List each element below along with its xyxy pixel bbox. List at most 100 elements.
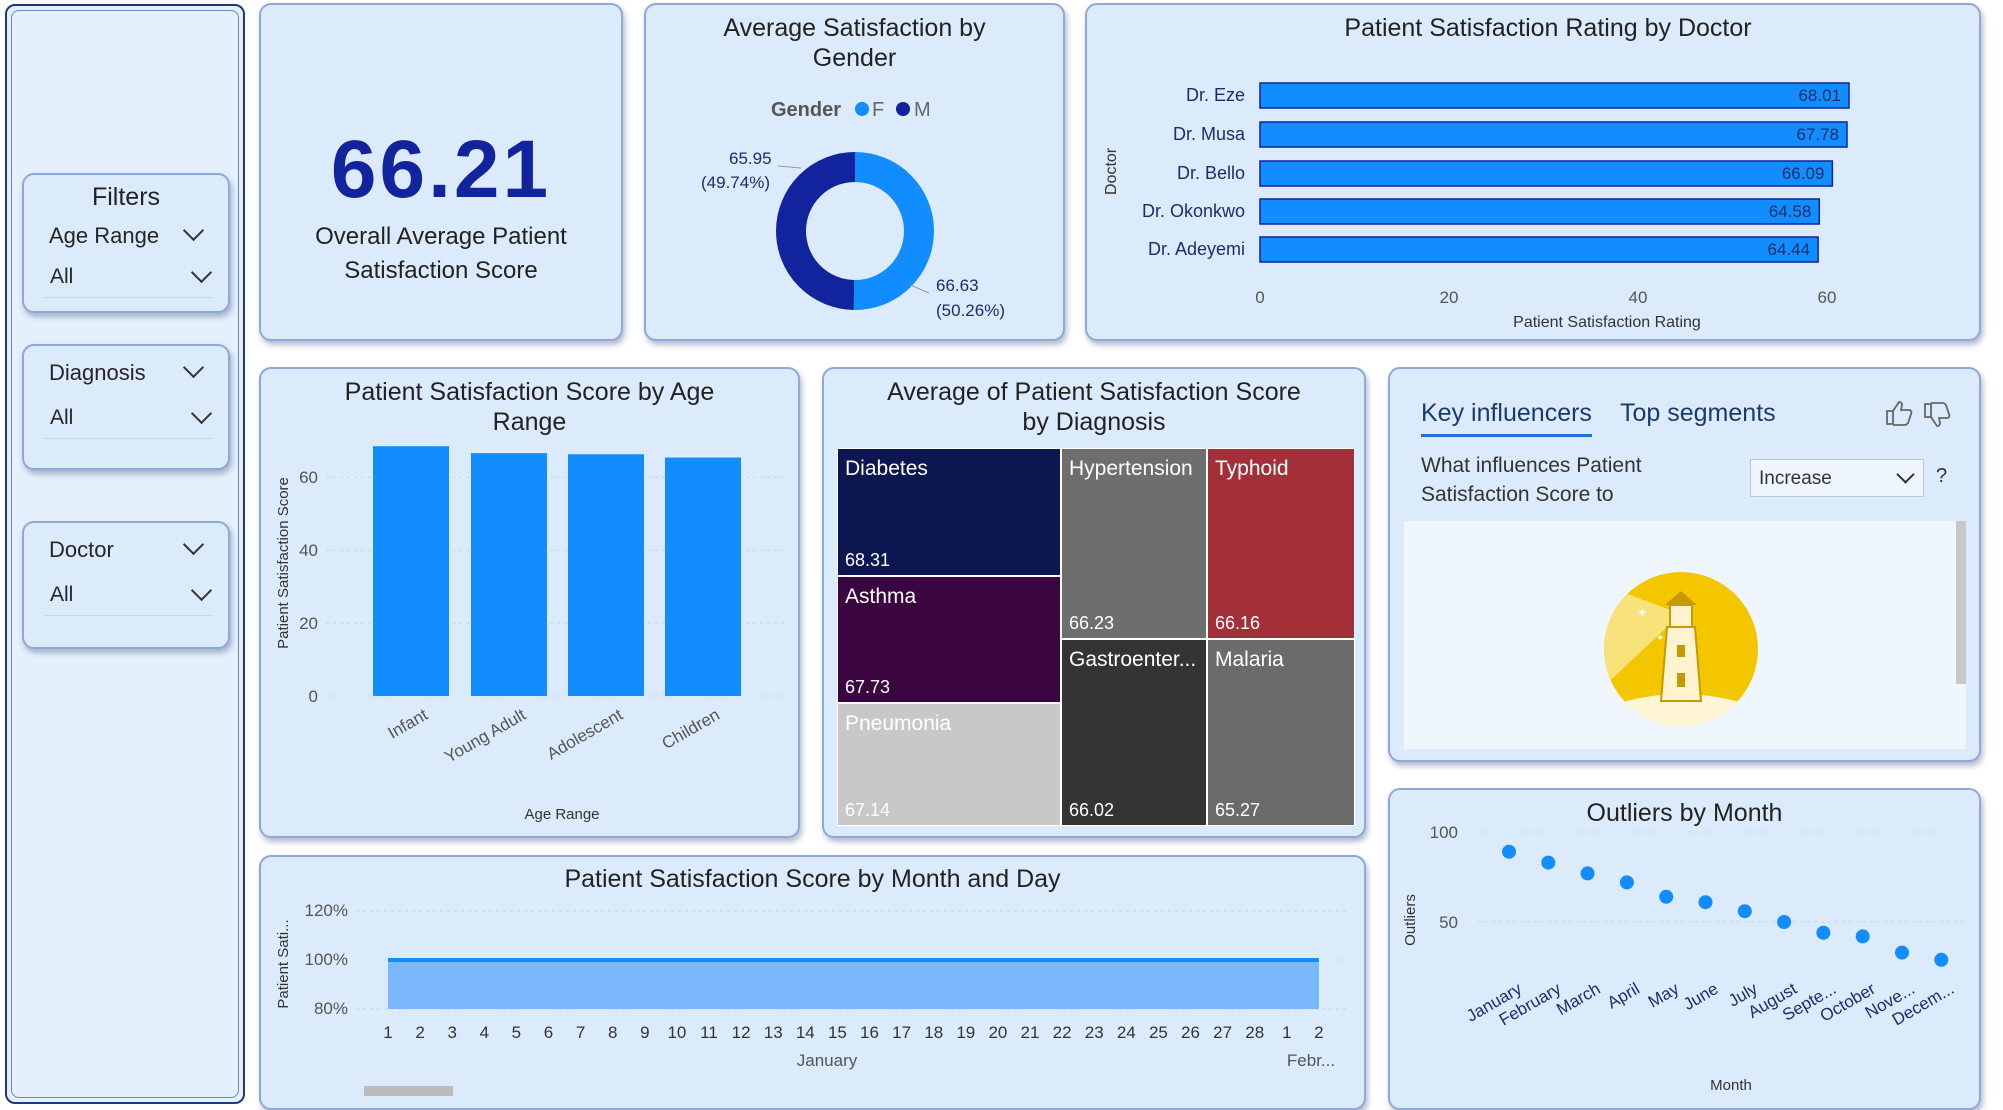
doctor-axis-title: Doctor [1103,147,1120,195]
treemap-cell-asthma[interactable]: Asthma 67.73 [837,576,1061,703]
area-day-label: 12 [732,1023,751,1042]
outliers-month-label: April [1604,979,1643,1012]
chevron-down-icon [190,261,213,284]
influencer-question-1: What influences Patient [1421,454,1642,477]
legend-m-dot [896,102,910,116]
outliers-xaxis-title: Month [1710,1077,1752,1094]
treemap-cell-typhoid[interactable]: Typhoid 66.16 [1207,448,1355,639]
treemap-cell-name: Gastroenter... [1069,648,1197,671]
area-day-label: 13 [764,1023,783,1042]
gender-donut-card: Average Satisfaction by Gender Gender F … [644,3,1065,341]
legend-m-label[interactable]: M [914,99,931,121]
donut-slice-f[interactable] [853,152,934,310]
outlier-point[interactable] [1659,889,1674,904]
thumbs-up-icon[interactable] [1884,399,1914,427]
treemap-cell-value: 66.02 [1069,800,1115,820]
area-day-label: 2 [1314,1023,1323,1042]
month-day-yaxis-title: Patient Sati... [275,919,292,1008]
doctor-bar[interactable] [1259,198,1821,225]
doctor-bar[interactable] [1259,121,1848,148]
age-bar[interactable] [568,454,644,696]
diagnosis-value: All [50,406,74,429]
chevron-down-icon [1896,465,1915,484]
leader-line-f [909,284,930,294]
treemap: Diabetes 68.31 Asthma 67.73 Pneumonia 67… [837,448,1355,826]
diagnosis-chart-title-1: Average of Patient Satisfaction Score [887,378,1301,406]
treemap-cell-diabetes[interactable]: Diabetes 68.31 [837,448,1061,576]
doctor-value-label: 64.58 [1769,202,1812,221]
treemap-cell-pneumonia[interactable]: Pneumonia 67.14 [837,703,1061,826]
treemap-cell-gastroenteritis[interactable]: Gastroenter... 66.02 [1061,639,1207,826]
age-ytick-label: 40 [299,541,318,560]
svg-text:✦: ✦ [1637,605,1648,620]
doctor-bar[interactable] [1259,160,1834,187]
area-ytick-120: 120% [305,901,348,920]
chevron-down-icon[interactable] [182,219,205,242]
treemap-cell-hypertension[interactable]: Hypertension 66.23 [1061,448,1207,639]
outlier-point[interactable] [1855,929,1870,944]
area-day-label: 28 [1245,1023,1264,1042]
outlier-point[interactable] [1737,904,1752,919]
outlier-point[interactable] [1541,855,1556,870]
area-month-january: January [797,1051,858,1070]
age-chart-title-1: Patient Satisfaction Score by Age [344,378,715,406]
donut-slice-m[interactable] [776,152,856,310]
age-range-chart-card: Patient Satisfaction Score by Age Range … [259,367,800,838]
influencer-body: ✦ ✦ [1404,521,1966,749]
age-category-label: Children [659,705,723,753]
outlier-point[interactable] [1502,844,1516,859]
age-range-dropdown[interactable]: All [44,257,214,298]
outlier-point[interactable] [1895,945,1909,960]
age-category-label: Infant [385,705,432,743]
outlier-point[interactable] [1934,952,1949,967]
age-yaxis-title: Patient Satisfaction Score [275,477,292,649]
outlier-point[interactable] [1619,875,1634,890]
increase-dropdown[interactable]: Increase [1750,459,1924,497]
age-bar[interactable] [373,446,449,696]
doctor-tick-40: 40 [1629,288,1648,307]
f-pct-label: (50.26%) [936,301,1005,320]
doctor-value-label: 64.44 [1768,240,1811,259]
chevron-down-icon[interactable] [182,356,205,379]
age-chart-title-2: Range [492,408,567,436]
tab-key-influencers[interactable]: Key influencers [1421,399,1592,437]
tab-top-segments[interactable]: Top segments [1620,399,1776,427]
treemap-cell-malaria[interactable]: Malaria 65.27 [1207,639,1355,826]
area-day-label: 16 [860,1023,879,1042]
area-day-label: 6 [544,1023,553,1042]
age-bar[interactable] [665,457,741,696]
outliers-ytick-label: 50 [1439,913,1458,932]
doctor-value-label: 67.78 [1796,125,1839,144]
age-bar[interactable] [471,453,547,696]
diagnosis-dropdown[interactable]: All [44,398,214,439]
month-day-area-svg: Patient Sati... 120% 100% 80% January Fe… [275,901,1346,1096]
diagnosis-label: Diagnosis [49,360,146,385]
outlier-point[interactable] [1777,915,1792,929]
doctor-value-label: 66.09 [1782,164,1825,183]
treemap-cell-name: Hypertension [1069,457,1193,480]
age-ytick-label: 0 [309,687,318,706]
month-day-chart-title: Patient Satisfaction Score by Month and … [564,865,1061,893]
area-day-label: 1 [1282,1023,1291,1042]
doctor-bar[interactable] [1259,82,1850,109]
treemap-cell-value: 67.73 [845,677,891,697]
horizontal-scrollbar[interactable] [364,1086,453,1096]
thumbs-down-icon[interactable] [1922,401,1952,429]
outlier-point[interactable] [1698,895,1713,910]
legend-f-label[interactable]: F [872,99,884,121]
gender-legend-title: Gender [771,99,841,121]
outlier-point[interactable] [1580,866,1595,881]
doctor-bar-svg: Doctor Patient Satisfaction Rating 0 20 … [1103,82,1850,331]
age-range-svg: Patient Satisfaction Score Age Range 0 20… [275,446,786,823]
help-icon[interactable]: ? [1936,465,1948,487]
doctor-bar[interactable] [1259,236,1819,263]
area-day-label: 25 [1149,1023,1168,1042]
gender-donut-svg: Gender F M 65.95 (49.74%) 66.63 (50.26%) [701,99,1005,320]
increase-dropdown-value: Increase [1759,468,1832,489]
chevron-down-icon[interactable] [182,533,205,556]
area-day-label: 19 [956,1023,975,1042]
outliers-month-label: March [1553,979,1603,1019]
outlier-point[interactable] [1816,925,1831,940]
scrollbar[interactable] [1956,521,1966,684]
doctor-dropdown[interactable]: All [44,575,214,616]
